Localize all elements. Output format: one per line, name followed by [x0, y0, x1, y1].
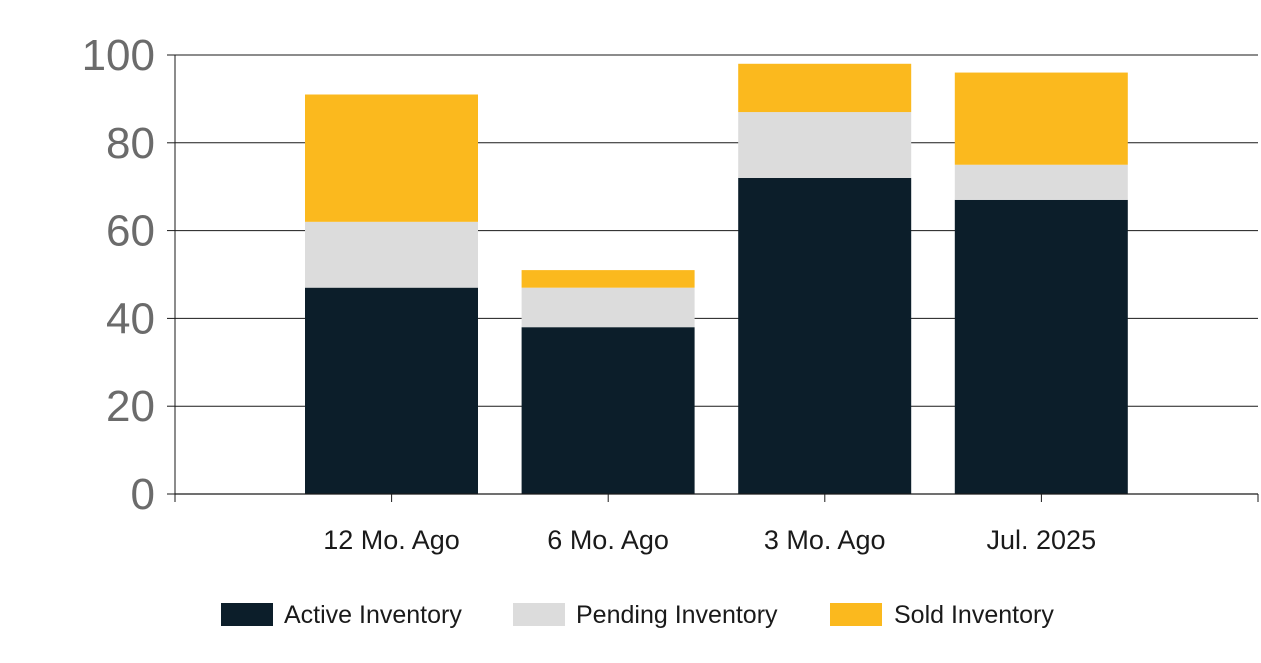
- legend-label: Pending Inventory: [576, 601, 778, 629]
- x-tick-label: 3 Mo. Ago: [764, 525, 886, 555]
- legend-swatch: [221, 603, 273, 626]
- bar-segment-pending-inventory: [521, 287, 695, 328]
- legend-label: Sold Inventory: [894, 601, 1054, 629]
- legend-swatch: [513, 603, 565, 626]
- x-tick-label: Jul. 2025: [987, 525, 1097, 555]
- y-tick-label: 100: [82, 31, 155, 80]
- y-tick-label: 80: [106, 119, 155, 168]
- bar-segment-active-inventory: [738, 177, 912, 495]
- x-tick-label: 12 Mo. Ago: [323, 525, 460, 555]
- bar-segment-active-inventory: [521, 327, 695, 494]
- bar-segment-pending-inventory: [738, 112, 912, 178]
- bar-segment-sold-inventory: [521, 270, 695, 288]
- axes: [167, 54, 1259, 502]
- y-tick-label: 60: [106, 207, 155, 256]
- legend-swatch: [830, 603, 882, 626]
- x-axis-tick-labels: 12 Mo. Ago 6 Mo. Ago 3 Mo. Ago Jul. 2025: [323, 525, 1096, 555]
- y-tick-label: 40: [106, 294, 155, 343]
- bars: [305, 63, 1128, 495]
- bar-segment-pending-inventory: [305, 221, 478, 288]
- bar-segment-pending-inventory: [954, 164, 1128, 200]
- x-tick-label: 6 Mo. Ago: [547, 525, 669, 555]
- bar-segment-active-inventory: [305, 287, 478, 494]
- y-tick-label: 20: [106, 382, 155, 431]
- bar-segment-sold-inventory: [305, 94, 478, 222]
- legend: Active Inventory Pending Inventory Sold In…: [221, 601, 1054, 629]
- bar-segment-sold-inventory: [738, 63, 912, 113]
- y-axis-tick-labels: 0 20 40 60 80 100: [82, 31, 155, 519]
- y-tick-label: 0: [131, 470, 155, 519]
- bar-segment-sold-inventory: [954, 72, 1128, 165]
- bar-segment-active-inventory: [954, 199, 1128, 494]
- legend-label: Active Inventory: [284, 601, 462, 629]
